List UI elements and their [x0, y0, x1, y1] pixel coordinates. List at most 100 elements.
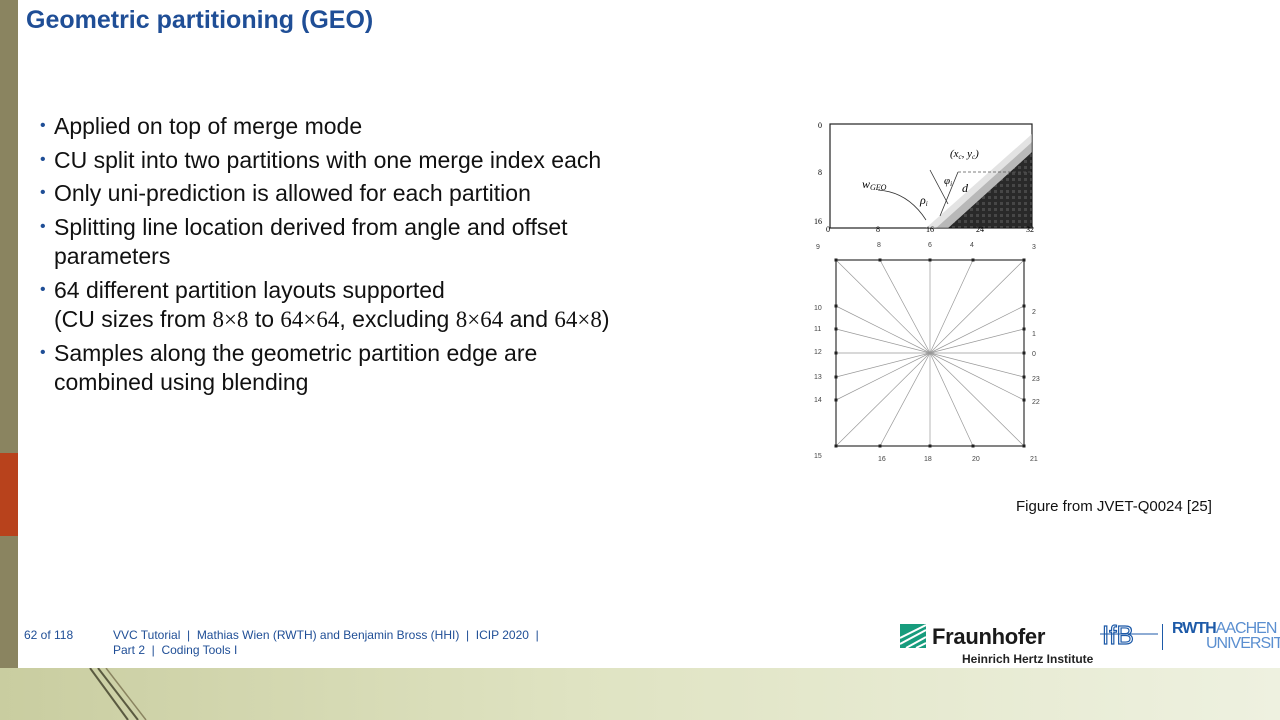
angle-endpoint	[1022, 398, 1026, 402]
angle-ray	[929, 352, 974, 447]
x-tick: 8	[876, 225, 880, 234]
angle-label: 11	[814, 326, 821, 333]
angle-label: 10	[814, 305, 822, 312]
angle-ray	[835, 352, 931, 447]
w-geo-label: wGEO	[862, 177, 887, 192]
angle-endpoint	[834, 375, 838, 379]
angle-ray	[929, 259, 974, 354]
footer-line: VVC Tutorial | Mathias Wien (RWTH) and B…	[113, 628, 539, 642]
angle-ray	[879, 259, 931, 354]
bullet-item: • CU split into two partitions with one m…	[40, 146, 602, 173]
x-tick: 16	[926, 225, 934, 234]
angle-label: 16	[878, 456, 886, 463]
geo-partition-figure: (xc, yc) wGEO ρi φi d 0 8 16 0 8 16 24 3…	[814, 121, 1040, 463]
angle-ray	[879, 352, 931, 447]
angle-endpoint	[1022, 304, 1026, 308]
angle-label: 6	[928, 242, 932, 249]
x-tick: 24	[976, 225, 984, 234]
angle-endpoint	[1022, 258, 1026, 262]
angle-label: 23	[1032, 376, 1040, 383]
angle-ray	[929, 328, 1025, 354]
fraunhofer-mark-icon	[900, 624, 926, 648]
angle-label: 13	[814, 374, 822, 381]
phi-label: φi	[944, 175, 952, 188]
fraunhofer-subtitle: Heinrich Hertz Institute	[962, 652, 1094, 666]
angle-panel	[834, 258, 1026, 448]
angle-label: 0	[1032, 351, 1036, 358]
angle-endpoint	[1022, 351, 1026, 355]
bullet-item: • Samples along the geometric partition e…	[40, 339, 538, 396]
angle-endpoint	[878, 258, 882, 262]
angle-label: 2	[1032, 309, 1036, 316]
bullet-item: • Applied on top of merge mode	[40, 113, 363, 139]
angle-label: 14	[814, 397, 822, 404]
angle-endpoint	[834, 258, 838, 262]
angle-ray	[929, 259, 1025, 354]
angle-ray	[929, 305, 1025, 354]
angle-endpoint	[971, 444, 975, 448]
angle-label: 8	[877, 242, 881, 249]
footer-info: VVC Tutorial | Mathias Wien (RWTH) and B…	[113, 628, 539, 658]
logo-separator	[1162, 624, 1163, 650]
svg-text:IfB: IfB	[1102, 620, 1134, 650]
angle-ray	[929, 352, 1025, 447]
fraunhofer-logo: Fraunhofer Heinrich Hertz Institute	[900, 622, 1094, 666]
angle-ray	[929, 352, 1025, 378]
left-accent-bar	[0, 453, 18, 536]
angle-endpoint	[1022, 327, 1026, 331]
angle-endpoint	[971, 258, 975, 262]
angle-endpoint	[928, 258, 932, 262]
angle-endpoint	[834, 327, 838, 331]
y-tick: 0	[818, 121, 822, 130]
angle-label: 3	[1032, 244, 1036, 251]
page-number: 62 of 118	[24, 628, 74, 642]
angle-endpoint	[1022, 444, 1026, 448]
footer-line: Part 2 | Coding Tools I	[113, 643, 238, 657]
angle-label: 4	[970, 242, 974, 249]
bullet-item: • 64 different partition layouts supporte…	[40, 276, 445, 303]
angle-ray	[835, 305, 931, 354]
angle-label: 18	[924, 456, 932, 463]
angle-label: 15	[814, 453, 822, 460]
bullet-continuation: (CU sizes from 8×8 to 64×64, excluding 8…	[54, 306, 610, 332]
angle-label: 20	[972, 456, 980, 463]
angle-endpoint	[928, 444, 932, 448]
rwth-bold: RWTH	[1172, 620, 1217, 637]
bottom-decoration	[89, 668, 147, 720]
angle-endpoint	[834, 351, 838, 355]
angle-ray	[835, 259, 931, 354]
angle-label: 22	[1032, 399, 1040, 406]
ifb-logo: IfB	[1100, 620, 1158, 651]
angle-ray	[835, 328, 931, 354]
fraunhofer-name: Fraunhofer	[932, 624, 1046, 649]
angle-endpoint	[834, 398, 838, 402]
bullet-list: • Applied on top of merge mode • CU split …	[38, 112, 638, 402]
angle-endpoint	[1022, 375, 1026, 379]
angle-endpoint	[834, 304, 838, 308]
angle-endpoint	[878, 444, 882, 448]
left-stripe	[0, 0, 18, 668]
bullet-item: • Splitting line location derived from an…	[40, 213, 568, 270]
y-tick: 8	[818, 168, 822, 177]
angle-ray	[929, 352, 1025, 401]
angle-ray	[835, 352, 931, 378]
slide-title: Geometric partitioning (GEO)	[26, 6, 374, 34]
d-label: d	[962, 181, 969, 195]
rho-label: ρi	[919, 193, 928, 208]
angle-ray	[835, 352, 931, 401]
angle-label: 1	[1032, 331, 1036, 338]
angle-label: 9	[816, 244, 820, 251]
bottom-band	[0, 668, 1280, 720]
angle-endpoint	[834, 444, 838, 448]
x-tick: 0	[826, 225, 830, 234]
rwth-aachen: AACHEN	[1215, 620, 1278, 637]
x-tick: 32	[1026, 225, 1034, 234]
angle-label: 21	[1030, 456, 1038, 463]
y-tick: 16	[814, 217, 822, 226]
rwth-university: UNIVERSITY	[1206, 635, 1280, 652]
rwth-logo: RWTHAACHEN UNIVERSITY	[1164, 620, 1280, 654]
bullet-item: • Only uni-prediction is allowed for each…	[40, 180, 531, 206]
figure-caption: Figure from JVET-Q0024 [25]	[1016, 498, 1212, 515]
angle-label: 12	[814, 349, 822, 356]
center-label: (xc, yc)	[950, 148, 979, 161]
